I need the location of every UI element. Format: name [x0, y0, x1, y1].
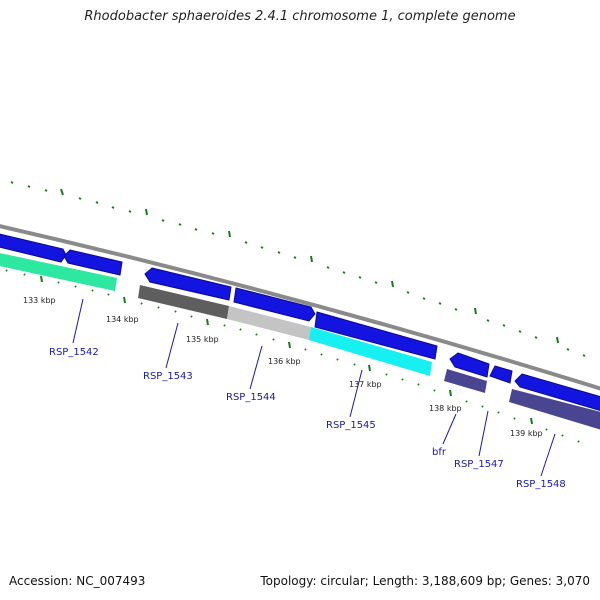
gene-label-rsp-1548[interactable]: RSP_1548: [516, 479, 566, 490]
kbp-label-135: 135 kbp: [186, 335, 219, 344]
gene-label-rsp-1542[interactable]: RSP_1542: [49, 347, 99, 358]
feature-bands: [0, 253, 600, 430]
cds-arrows: [0, 233, 600, 412]
map-title: Rhodobacter sphaeroides 2.4.1 chromosome…: [84, 9, 516, 24]
inner-tick-ring: [5, 269, 580, 443]
kbp-label-138: 138 kbp: [429, 404, 462, 413]
gene-label-bfr[interactable]: bfr: [432, 447, 447, 458]
outer-tick-ring: [10, 181, 586, 357]
gene-label-rsp-1547[interactable]: RSP_1547: [454, 459, 504, 470]
kbp-label-134: 134 kbp: [106, 315, 139, 324]
kbp-label-136: 136 kbp: [268, 357, 301, 366]
gene-label-rsp-1543[interactable]: RSP_1543: [143, 371, 193, 382]
accession-text: Accession: NC_007493: [9, 574, 146, 588]
kbp-label-139: 139 kbp: [510, 429, 543, 438]
gene-label-rsp-1545[interactable]: RSP_1545: [326, 420, 376, 431]
gene-leader-lines: [72, 298, 556, 477]
backbone-arc: [0, 224, 600, 391]
kbp-label-133: 133 kbp: [23, 296, 56, 305]
gene-label-rsp-1544[interactable]: RSP_1544: [226, 392, 276, 403]
topology-text: Topology: circular; Length: 3,188,609 bp…: [260, 574, 590, 588]
kbp-label-137: 137 kbp: [349, 380, 382, 389]
